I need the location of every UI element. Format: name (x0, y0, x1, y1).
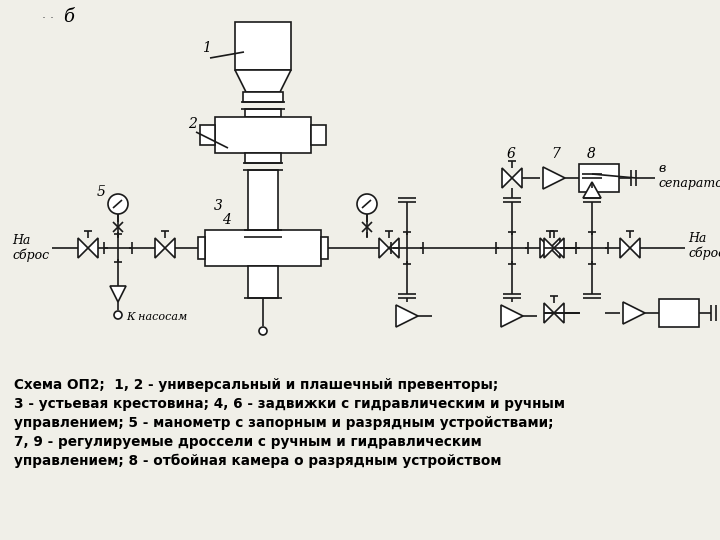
Polygon shape (544, 238, 554, 258)
Polygon shape (544, 303, 554, 323)
Circle shape (357, 194, 377, 214)
Polygon shape (623, 302, 645, 324)
Polygon shape (78, 238, 88, 258)
Text: в
сепаратор: в сепаратор (658, 162, 720, 190)
Text: 4: 4 (222, 213, 231, 227)
Bar (245, 109, 281, 117)
Text: 8: 8 (587, 147, 596, 161)
Polygon shape (501, 305, 523, 327)
Bar (321, 237, 328, 259)
Text: 3: 3 (214, 199, 223, 213)
Text: На
сброс: На сброс (688, 232, 720, 260)
Polygon shape (630, 238, 640, 258)
Text: Схема ОП2;  1, 2 - универсальный и плашечный превенторы;
3 - устьевая крестовина: Схема ОП2; 1, 2 - универсальный и плашеч… (14, 378, 565, 468)
Bar (205, 230, 321, 266)
Bar (248, 170, 278, 230)
Text: 1: 1 (202, 41, 211, 55)
Bar (248, 266, 278, 298)
Bar (243, 92, 283, 102)
Polygon shape (389, 238, 399, 258)
Circle shape (259, 327, 267, 335)
Bar (245, 153, 281, 163)
Bar (198, 237, 205, 259)
Polygon shape (620, 238, 630, 258)
Polygon shape (155, 238, 165, 258)
Text: 7: 7 (551, 147, 560, 161)
Text: 6: 6 (507, 147, 516, 161)
Polygon shape (396, 305, 418, 327)
Polygon shape (235, 70, 291, 92)
Text: На
сброс: На сброс (12, 234, 49, 262)
Text: б: б (63, 8, 74, 26)
Polygon shape (512, 168, 522, 188)
Bar (579, 164, 619, 192)
Bar (659, 299, 699, 327)
Polygon shape (554, 238, 564, 258)
Polygon shape (379, 238, 389, 258)
Bar (235, 22, 291, 70)
Bar (311, 125, 326, 145)
Text: 2: 2 (188, 117, 197, 131)
Bar (215, 117, 311, 153)
Polygon shape (502, 168, 512, 188)
Polygon shape (550, 238, 560, 258)
Polygon shape (543, 167, 565, 189)
Polygon shape (540, 238, 550, 258)
Polygon shape (88, 238, 98, 258)
Polygon shape (554, 303, 564, 323)
Text: К насосам: К насосам (126, 312, 187, 322)
Circle shape (114, 311, 122, 319)
Polygon shape (110, 286, 126, 302)
Polygon shape (583, 182, 601, 198)
Circle shape (108, 194, 128, 214)
Bar (200, 125, 215, 145)
Text: · ·: · · (42, 12, 54, 25)
Text: 5: 5 (97, 185, 106, 199)
Polygon shape (165, 238, 175, 258)
